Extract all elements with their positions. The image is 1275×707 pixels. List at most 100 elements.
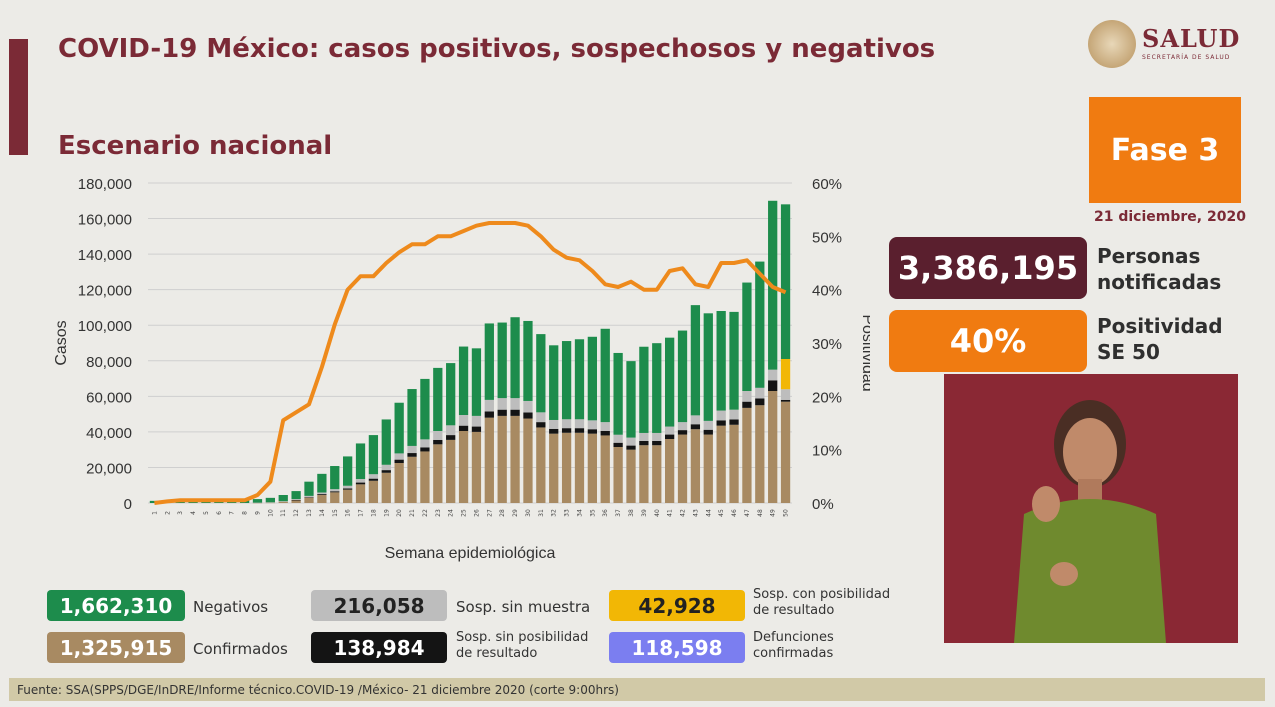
bar-sosp-sin-muestra (394, 453, 404, 460)
bar-sosp-sin-muestra (549, 419, 559, 429)
x-tick-label: 15 (332, 509, 339, 517)
bar-negativos (690, 305, 701, 416)
x-tick-label: 17 (358, 509, 365, 517)
legend-sosp-sin-pos-label-line2: de resultado (456, 646, 538, 661)
legend-defunciones-value: 118,598 (631, 635, 723, 660)
x-tick-label: 38 (628, 509, 635, 517)
y-tick-label: 0 (124, 496, 132, 513)
bar-negativos (278, 495, 288, 502)
y2-tick-label: 20% (812, 389, 842, 406)
bar-confirmados (317, 495, 327, 503)
bar-confirmados (574, 432, 585, 503)
bar-sosp-sin-posibilidad (317, 494, 327, 495)
bar-sosp-sin-posibilidad (561, 428, 572, 433)
bar-sosp-con-posibilidad (780, 359, 791, 390)
bar-sosp-sin-posibilidad (652, 440, 662, 446)
bar-sosp-sin-muestra (600, 422, 610, 431)
bar-sosp-sin-posibilidad (587, 429, 597, 434)
y-tick-label: 20,000 (86, 460, 132, 477)
bar-sosp-sin-muestra (484, 399, 494, 412)
bar-negativos (291, 491, 301, 500)
bar-confirmados (343, 489, 353, 503)
bar-confirmados (291, 500, 301, 503)
legend-sosp-sin-pos-label: Sosp. sin posibilidad de resultado (456, 630, 588, 662)
bar-sosp-sin-muestra (304, 495, 314, 498)
bar-negativos (381, 419, 391, 465)
bar-negativos (755, 261, 765, 388)
persons-notified-value: 3,386,195 (889, 237, 1087, 299)
x-tick-label: 25 (461, 509, 468, 517)
bar-sosp-sin-muestra (291, 499, 301, 500)
bar-sosp-sin-muestra (355, 479, 366, 483)
bar-confirmados (420, 451, 430, 503)
bar-sosp-sin-muestra (626, 437, 636, 446)
bar-negativos (407, 389, 417, 446)
x-tick-label: 40 (654, 509, 661, 517)
page-subtitle: Escenario nacional (58, 131, 333, 161)
x-tick-label: 47 (744, 509, 751, 517)
bar-negativos (252, 499, 263, 503)
x-tick-label: 7 (229, 511, 236, 515)
bar-sosp-sin-posibilidad (381, 470, 391, 473)
x-tick-label: 14 (319, 509, 326, 517)
bar-sosp-sin-posibilidad (510, 409, 520, 416)
legend-negativos-box: 1,662,310 (47, 590, 185, 621)
legend-defunciones-label-line1: Defunciones (753, 630, 834, 645)
bar-sosp-sin-muestra (665, 426, 675, 435)
bar-sosp-sin-muestra (729, 409, 739, 420)
bar-confirmados (613, 447, 623, 503)
bar-negativos (265, 497, 275, 503)
bar-negativos (549, 345, 559, 420)
bar-sosp-sin-posibilidad (330, 491, 340, 493)
interpreter-figure (1014, 400, 1166, 643)
y2-tick-label: 40% (812, 283, 842, 300)
x-tick-label: 32 (551, 509, 558, 517)
bar-confirmados (278, 501, 288, 503)
legend-defunciones-label: Defunciones confirmadas (753, 630, 834, 662)
positivity-label: Positividad SE 50 (1097, 314, 1223, 364)
bar-sosp-sin-posibilidad (755, 398, 765, 406)
bar-negativos (536, 334, 546, 413)
bar-sosp-sin-posibilidad (690, 424, 701, 430)
source-footer: Fuente: SSA(SPPS/DGE/InDRE/Informe técni… (9, 678, 1265, 701)
bar-sosp-sin-posibilidad (574, 428, 585, 433)
bar-sosp-sin-posibilidad (471, 426, 482, 432)
x-tick-label: 13 (306, 509, 313, 517)
bar-confirmados (523, 418, 533, 503)
bar-sosp-sin-posibilidad (433, 439, 443, 445)
bar-negativos (600, 328, 610, 423)
bar-negativos (561, 341, 572, 420)
bar-sosp-sin-posibilidad (523, 412, 533, 419)
y2-tick-label: 50% (812, 229, 842, 246)
bar-confirmados (587, 433, 597, 503)
bar-negativos (330, 466, 340, 490)
legend-sosp-sin-pos-label-line1: Sosp. sin posibilidad (456, 630, 589, 645)
y-axis-label: Casos (53, 320, 70, 365)
x-tick-label: 37 (615, 509, 622, 517)
y-tick-label: 140,000 (78, 247, 132, 264)
bar-sosp-sin-muestra (574, 419, 585, 429)
bar-sosp-sin-posibilidad (343, 488, 353, 490)
bar-sosp-sin-posibilidad (355, 482, 366, 485)
x-tick-label: 1 (151, 511, 158, 515)
bar-sosp-sin-posibilidad (780, 399, 791, 402)
bar-sosp-sin-muestra (652, 432, 662, 441)
x-tick-label: 10 (267, 509, 274, 517)
accent-bar (9, 39, 28, 155)
legend-sosp-con-pos-value: 42,928 (638, 593, 716, 618)
bar-sosp-sin-muestra (561, 419, 572, 429)
bar-sosp-sin-muestra (742, 391, 752, 402)
bar-sosp-sin-muestra (677, 422, 688, 431)
bar-sosp-sin-posibilidad (549, 428, 559, 434)
x-tick-label: 16 (345, 509, 352, 517)
bar-sosp-sin-posibilidad (420, 447, 430, 452)
bar-sosp-sin-muestra (278, 501, 288, 502)
bar-negativos (368, 435, 379, 475)
x-tick-label: 9 (254, 511, 261, 515)
bar-sosp-sin-posibilidad (394, 459, 404, 463)
bar-confirmados (600, 435, 610, 503)
bar-sosp-sin-posibilidad (742, 401, 752, 408)
bar-confirmados (665, 439, 675, 503)
bar-negativos (343, 456, 353, 486)
bar-confirmados (626, 449, 636, 503)
